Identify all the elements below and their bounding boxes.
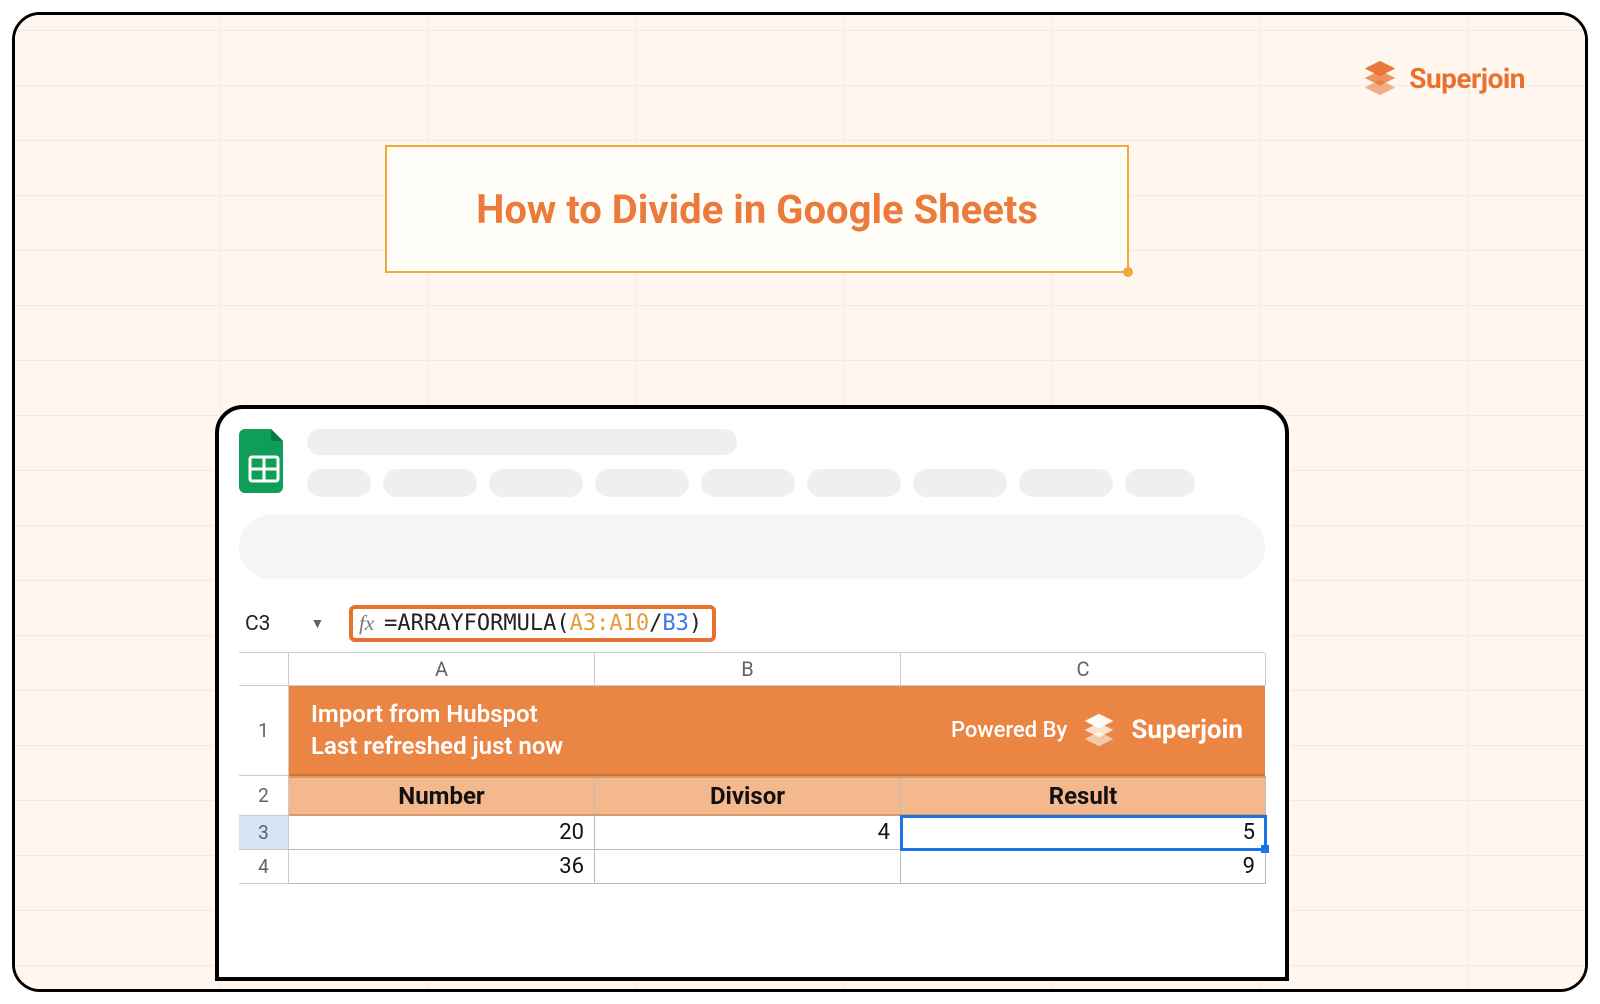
sheets-header bbox=[239, 429, 1265, 497]
formula-box-highlight: fx =ARRAYFORMULA(A3:A10/B3) bbox=[349, 605, 716, 642]
outer-frame: Superjoin How to Divide in Google Sheets bbox=[12, 12, 1588, 992]
col-header-a[interactable]: A bbox=[289, 653, 595, 686]
spreadsheet-grid: A B C 1 Import from Hubspot Last refresh… bbox=[239, 652, 1265, 884]
placeholder-tool bbox=[383, 469, 477, 497]
row-header-1[interactable]: 1 bbox=[239, 686, 289, 776]
placeholder-tool bbox=[807, 469, 901, 497]
col-header-b[interactable]: B bbox=[595, 653, 901, 686]
header-divisor[interactable]: Divisor bbox=[595, 776, 901, 816]
fx-icon: fx bbox=[359, 611, 374, 636]
placeholder-tool bbox=[595, 469, 689, 497]
brand-logo-top: Superjoin bbox=[1361, 59, 1525, 97]
cell[interactable]: 9 bbox=[901, 850, 1266, 884]
table-row: 436 9 bbox=[239, 850, 1265, 884]
banner-line1: Import from Hubspot bbox=[311, 698, 563, 730]
cell[interactable] bbox=[595, 850, 901, 884]
browser-window: C3 ▼ fx =ARRAYFORMULA(A3:A10/B3) A B C bbox=[215, 405, 1289, 981]
table-header-row: 2 Number Divisor Result bbox=[239, 776, 1265, 816]
cell[interactable]: 36 bbox=[289, 850, 595, 884]
banner-line2: Last refreshed just now bbox=[311, 730, 563, 762]
banner-brand: Superjoin bbox=[1131, 715, 1243, 745]
title-box: How to Divide in Google Sheets bbox=[385, 145, 1129, 273]
banner-cell: Import from Hubspot Last refreshed just … bbox=[289, 686, 1265, 776]
page-title: How to Divide in Google Sheets bbox=[476, 186, 1038, 233]
cell[interactable]: 5 bbox=[901, 816, 1266, 850]
column-headers: A B C bbox=[239, 653, 1265, 686]
placeholder-title bbox=[307, 429, 737, 455]
placeholder-tool bbox=[913, 469, 1007, 497]
google-sheets-icon bbox=[239, 429, 289, 493]
header-result[interactable]: Result bbox=[901, 776, 1266, 816]
row-header[interactable]: 4 bbox=[239, 850, 289, 884]
header-number[interactable]: Number bbox=[289, 776, 595, 816]
cell[interactable]: 4 bbox=[595, 816, 901, 850]
banner-row: 1 Import from Hubspot Last refreshed jus… bbox=[239, 686, 1265, 776]
placeholder-tool bbox=[489, 469, 583, 497]
placeholder-tool bbox=[701, 469, 795, 497]
row-header-2[interactable]: 2 bbox=[239, 776, 289, 816]
placeholder-tool bbox=[1019, 469, 1113, 497]
col-header-c[interactable]: C bbox=[901, 653, 1266, 686]
name-box-value: C3 bbox=[245, 612, 270, 636]
banner-powered-by: Powered By bbox=[951, 718, 1067, 743]
superjoin-icon bbox=[1361, 59, 1399, 97]
brand-name-top: Superjoin bbox=[1409, 62, 1525, 95]
placeholder-toolbar bbox=[307, 469, 1265, 497]
placeholder-tool bbox=[1125, 469, 1195, 497]
cell[interactable]: 20 bbox=[289, 816, 595, 850]
superjoin-icon bbox=[1081, 712, 1117, 748]
corner-cell[interactable] bbox=[239, 653, 289, 686]
chevron-down-icon[interactable]: ▼ bbox=[310, 615, 324, 632]
formula-row: C3 ▼ fx =ARRAYFORMULA(A3:A10/B3) bbox=[239, 605, 1265, 642]
placeholder-formula-bar-bg bbox=[239, 515, 1265, 579]
formula-input[interactable]: =ARRAYFORMULA(A3:A10/B3) bbox=[384, 611, 702, 636]
table-row: 32045 bbox=[239, 816, 1265, 850]
name-box[interactable]: C3 ▼ bbox=[245, 612, 345, 636]
placeholder-tool bbox=[307, 469, 371, 497]
row-header[interactable]: 3 bbox=[239, 816, 289, 850]
